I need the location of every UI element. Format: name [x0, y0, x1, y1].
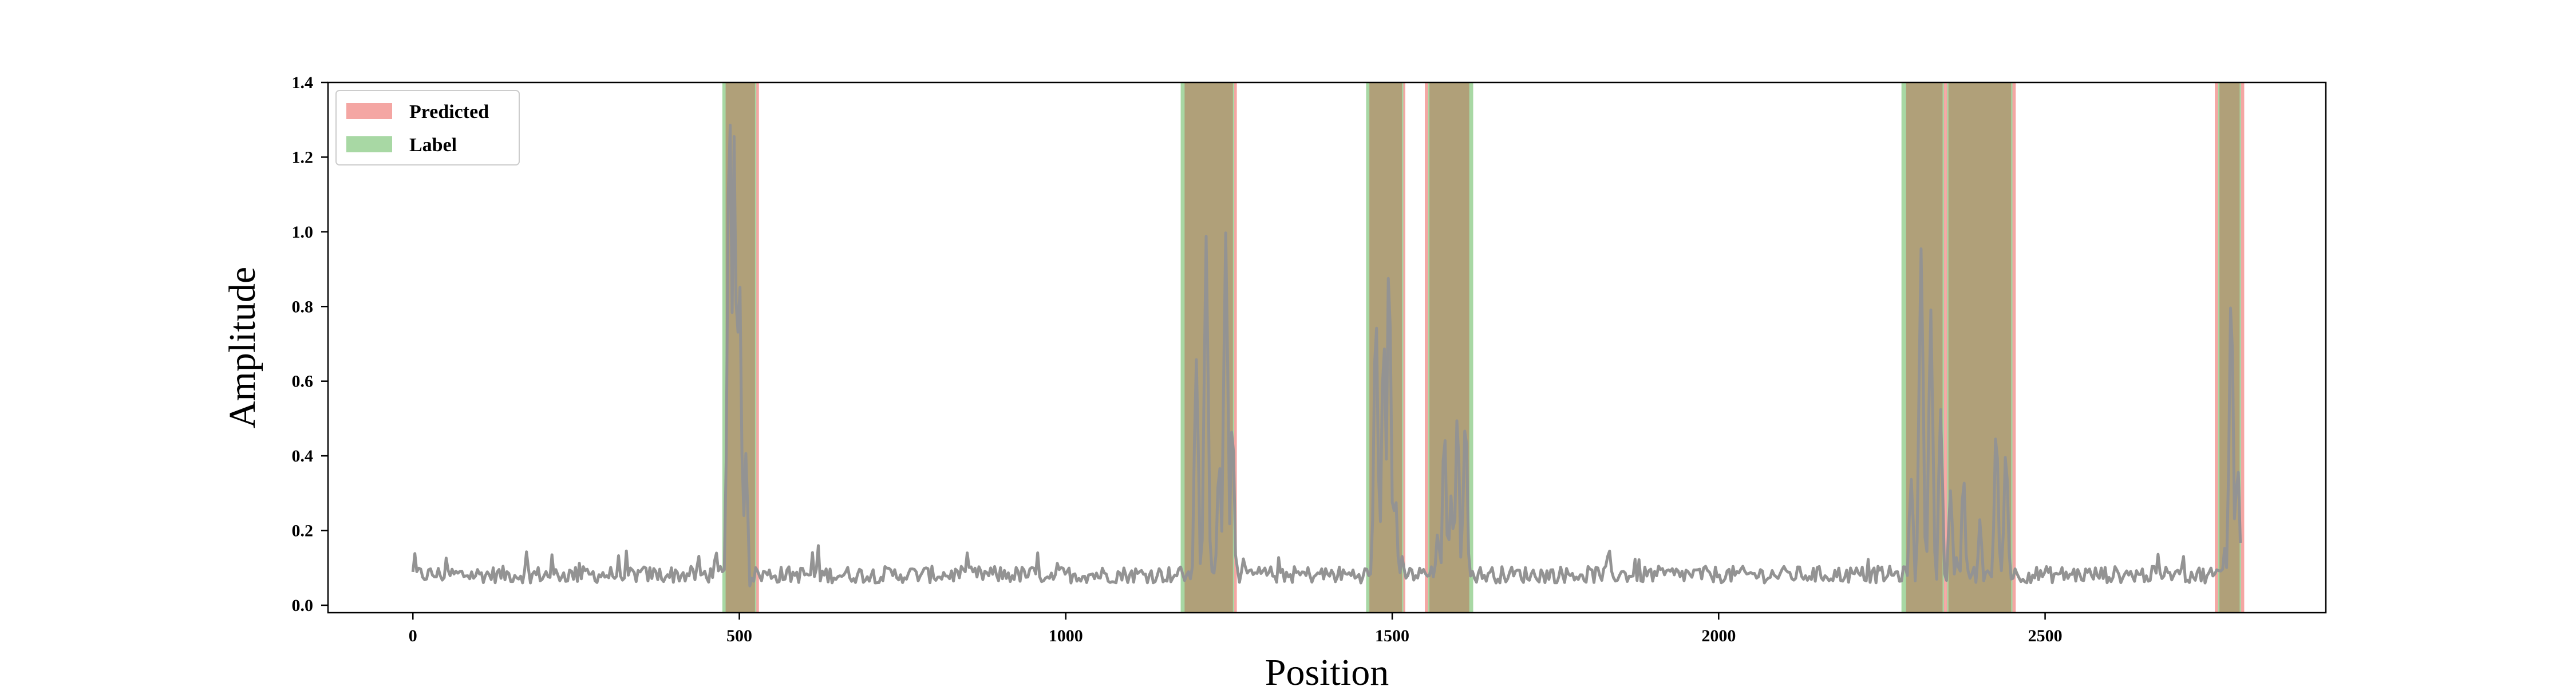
signal-line: [411, 124, 2242, 588]
legend-swatch-label: [346, 136, 392, 152]
x-axis-title: Position: [1265, 652, 1389, 687]
y-tick-label: 0.2: [292, 522, 314, 541]
plot-frame: [327, 81, 2327, 614]
x-tick-label: 1000: [1049, 626, 1083, 645]
signal-layer: [411, 124, 2242, 588]
x-axis: 0 500 1000 1500 2000 2500: [409, 613, 2063, 645]
y-axis: 0.0 0.2 0.4 0.6 0.8 1.0 1.2 1.4: [292, 73, 328, 615]
y-axis-title: Amplitude: [222, 267, 263, 428]
y-tick-label: 1.2: [292, 148, 314, 167]
y-tick-label: 0.0: [292, 596, 314, 615]
legend-label-predicted: Predicted: [409, 101, 489, 123]
legend-label-label: Label: [409, 135, 457, 156]
interval-layer: [722, 82, 2245, 613]
y-tick-label: 1.0: [292, 223, 314, 242]
y-tick-label: 0.4: [292, 447, 314, 466]
x-tick-label: 0: [409, 626, 417, 645]
y-tick-label: 0.6: [292, 372, 314, 391]
legend: Predicted Label: [335, 90, 520, 165]
legend-swatch-predicted: [346, 103, 392, 119]
x-tick-label: 500: [726, 626, 752, 645]
y-tick-label: 1.4: [292, 73, 314, 92]
x-tick-label: 2500: [2028, 626, 2063, 645]
x-tick-label: 2000: [1701, 626, 1736, 645]
y-tick-label: 0.8: [292, 297, 314, 316]
x-tick-label: 1500: [1375, 626, 1409, 645]
